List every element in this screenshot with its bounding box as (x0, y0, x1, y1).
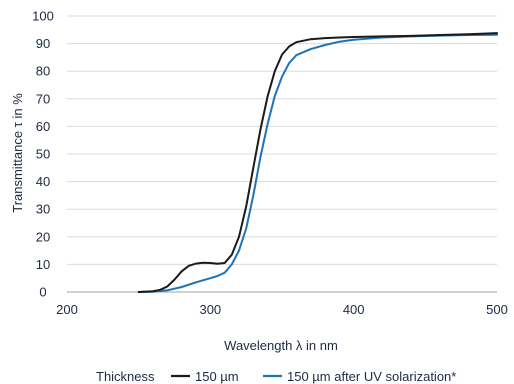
y-tick-label: 60 (36, 119, 50, 134)
x-tick-label: 200 (56, 302, 78, 317)
legend-label-1: 150 µm (195, 369, 239, 384)
series-line-2 (137, 33, 498, 293)
y-axis-title: Transmittance τ in % (10, 93, 25, 213)
y-tick-label: 40 (36, 174, 50, 189)
x-axis-title: Wavelength λ in nm (224, 338, 338, 353)
y-tick-label: 20 (36, 229, 50, 244)
y-tick-label: 90 (36, 36, 50, 51)
y-tick-label: 80 (36, 64, 50, 79)
x-tick-label: 500 (486, 302, 508, 317)
legend-label-2: 150 µm after UV solarization* (287, 369, 456, 384)
series-lines (137, 32, 498, 293)
y-tick-label: 100 (32, 9, 54, 24)
y-tick-label: 50 (36, 147, 50, 162)
legend-title: Thickness (96, 369, 155, 384)
series-line-1 (137, 32, 498, 293)
legend: Thickness 150 µm 150 µm after UV solariza… (96, 369, 456, 384)
x-tick-labels: 200 300 400 500 (56, 302, 508, 317)
x-tick-label: 300 (199, 302, 221, 317)
legend-items: 150 µm 150 µm after UV solarization* (171, 369, 456, 384)
y-tick-label: 0 (39, 285, 46, 300)
y-tick-label: 70 (36, 91, 50, 106)
grid (67, 15, 497, 293)
x-tick-label: 400 (343, 302, 365, 317)
y-tick-label: 30 (36, 202, 50, 217)
y-tick-labels: 0 10 20 30 40 50 60 70 80 90 100 (32, 9, 54, 300)
y-tick-label: 10 (36, 257, 50, 272)
